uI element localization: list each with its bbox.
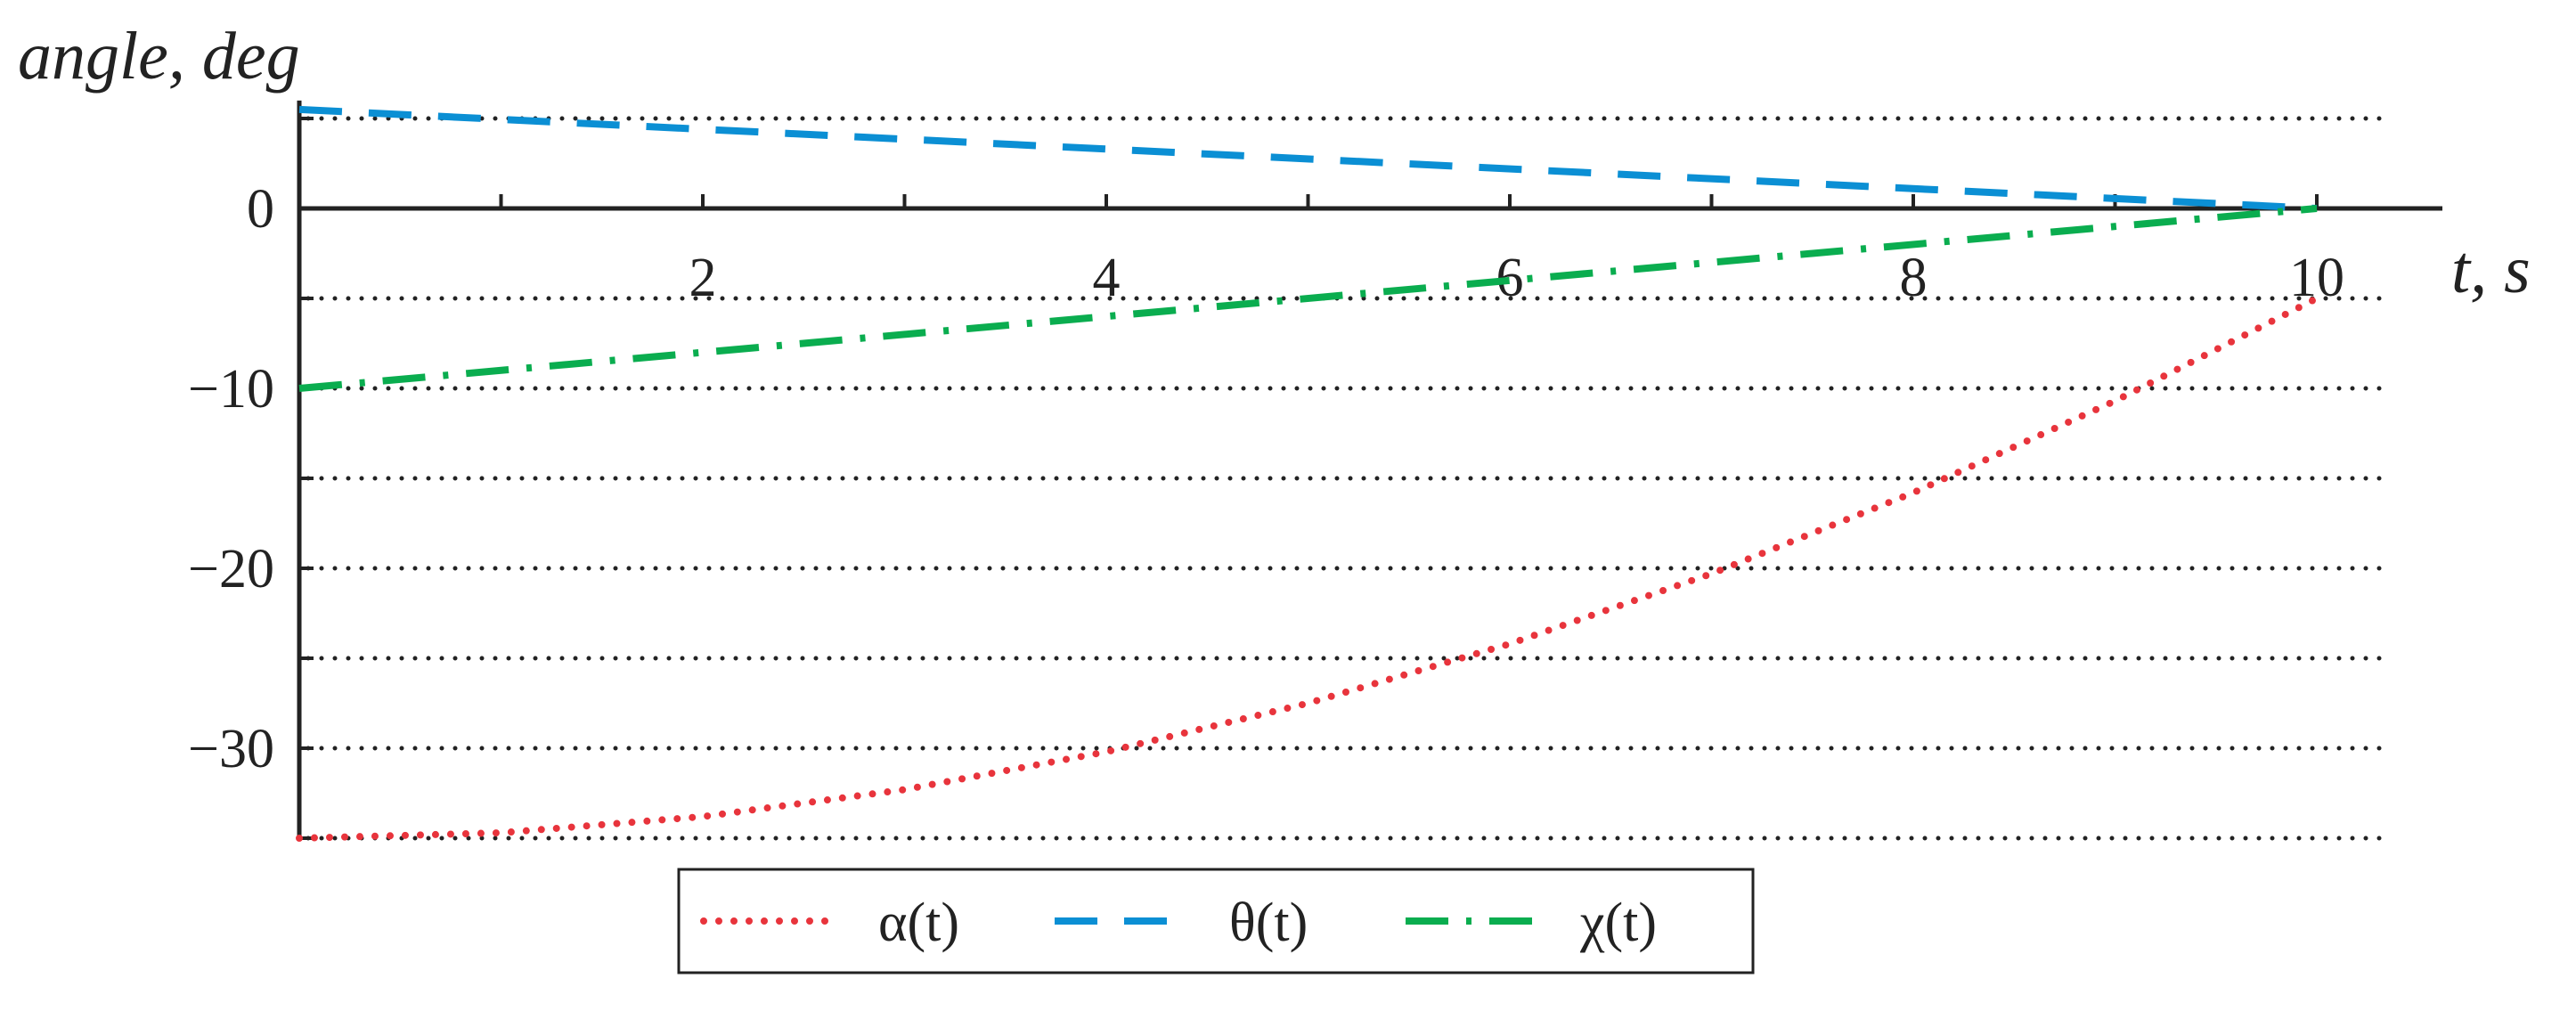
grid-lines <box>306 116 2383 841</box>
legend-label-0: α(t) <box>878 893 959 953</box>
y-tick-label: −30 <box>188 719 274 779</box>
series-line-1 <box>298 105 2318 212</box>
axes <box>297 100 2442 838</box>
legend: α(t) θ(t) χ(t) <box>677 868 1755 974</box>
legend-label-1: θ(t) <box>1229 893 1308 953</box>
x-tick-label: 10 <box>2289 248 2344 308</box>
y-tick-label: −20 <box>188 539 274 599</box>
legend-label-2: χ(t) <box>1579 893 1657 953</box>
x-axis-title: t, s <box>2451 232 2531 307</box>
y-axis-title: angle, deg <box>18 19 300 94</box>
tick-labels: 2 4 6 8 100−10−20−30 <box>188 179 2344 779</box>
series-lines <box>296 105 2320 842</box>
x-tick-label: 4 <box>1093 248 1121 308</box>
x-tick-label: 8 <box>1900 248 1928 308</box>
series-line-2 <box>298 205 2318 392</box>
y-tick-label: −10 <box>188 359 274 420</box>
x-tick-label: 2 <box>689 248 717 308</box>
legend-box <box>677 868 1755 974</box>
y-tick-label: 0 <box>247 179 274 240</box>
